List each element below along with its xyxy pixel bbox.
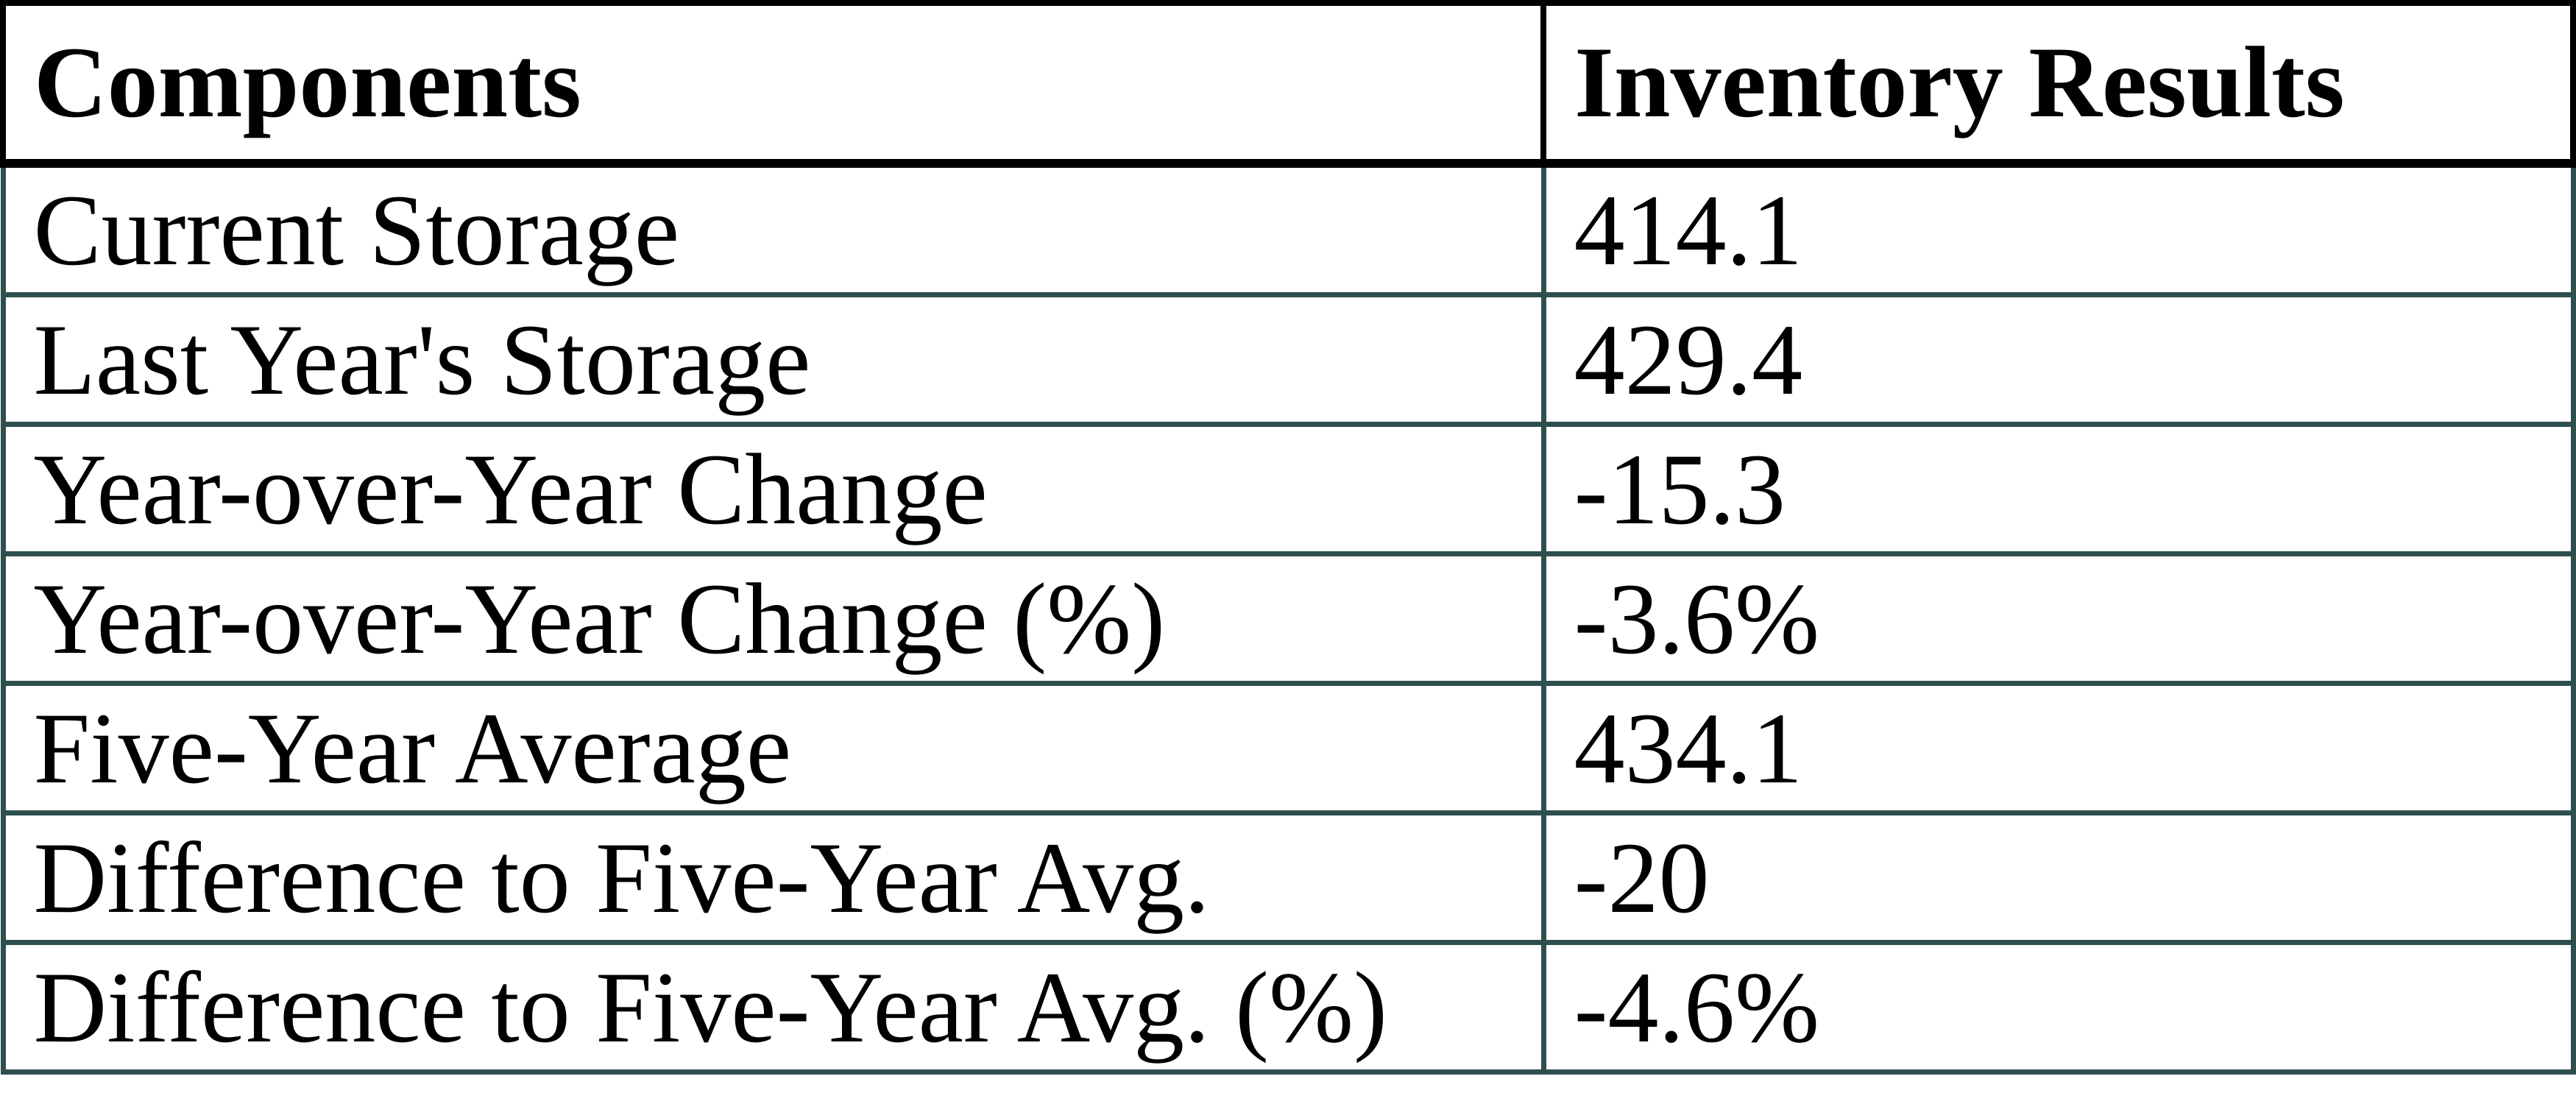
table-row-diff-five-year-avg-pct: Difference to Five-Year Avg. (%) -4.6% [0, 940, 2576, 1075]
row-label: Five-Year Average [0, 681, 1546, 815]
row-value: 414.1 [1540, 160, 2576, 297]
row-label: Year-over-Year Change (%) [0, 551, 1546, 686]
row-value: -4.6% [1540, 940, 2576, 1075]
table-header: Components Inventory Results [0, 0, 2576, 168]
row-label: Difference to Five-Year Avg. [0, 810, 1546, 945]
row-value: -20 [1540, 810, 2576, 945]
table-row-yoy-change: Year-over-Year Change -15.3 [0, 422, 2576, 556]
row-label: Year-over-Year Change [0, 422, 1546, 556]
row-label: Current Storage [0, 160, 1546, 297]
row-value: -3.6% [1540, 551, 2576, 686]
row-value: -15.3 [1540, 422, 2576, 556]
table-row-diff-five-year-avg: Difference to Five-Year Avg. -20 [0, 810, 2576, 945]
table-body: Current Storage 414.1 Last Year's Storag… [0, 160, 2576, 1075]
table-row-five-year-average: Five-Year Average 434.1 [0, 681, 2576, 815]
row-label: Difference to Five-Year Avg. (%) [0, 940, 1546, 1075]
table-row-yoy-change-pct: Year-over-Year Change (%) -3.6% [0, 551, 2576, 686]
header-row: Components Inventory Results [0, 0, 2576, 168]
row-label: Last Year's Storage [0, 292, 1546, 427]
inventory-table: Components Inventory Results Current Sto… [0, 0, 2576, 1075]
table-row-current-storage: Current Storage 414.1 [0, 160, 2576, 297]
table-row-last-years-storage: Last Year's Storage 429.4 [0, 292, 2576, 427]
column-header-components: Components [0, 0, 1547, 168]
row-value: 434.1 [1540, 681, 2576, 815]
column-header-inventory-results: Inventory Results [1540, 0, 2576, 168]
row-value: 429.4 [1540, 292, 2576, 427]
